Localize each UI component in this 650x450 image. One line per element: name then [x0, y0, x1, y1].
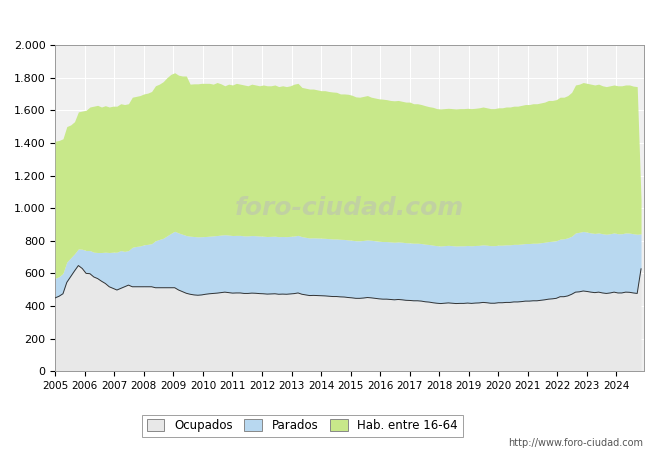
Text: La Adrada - Evolucion de la poblacion en edad de Trabajar Noviembre de 2024: La Adrada - Evolucion de la poblacion en…: [51, 12, 599, 26]
Legend: Ocupados, Parados, Hab. entre 16-64: Ocupados, Parados, Hab. entre 16-64: [142, 414, 463, 437]
Text: foro-ciudad.com: foro-ciudad.com: [235, 196, 464, 220]
Text: http://www.foro-ciudad.com: http://www.foro-ciudad.com: [508, 438, 644, 448]
